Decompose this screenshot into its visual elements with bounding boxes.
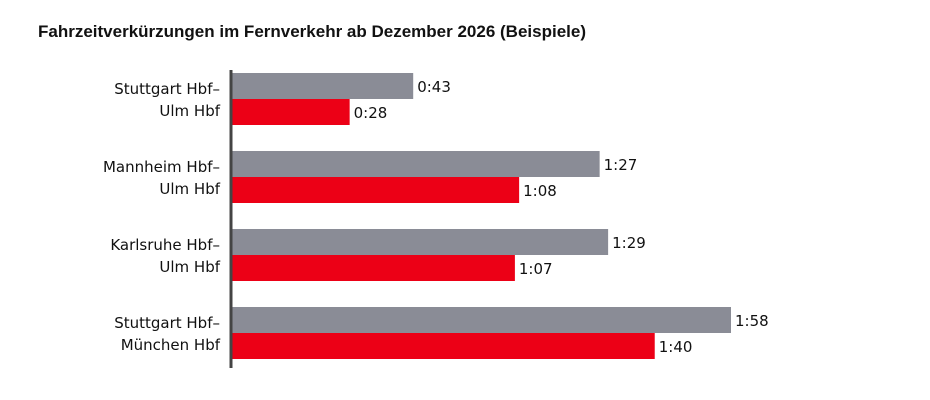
- chart-title: Fahrzeitverkürzungen im Fernverkehr ab D…: [38, 22, 586, 41]
- bar-after-1: [231, 177, 520, 203]
- bar-before-3: [231, 307, 731, 333]
- category-label-2-line-0: Karlsruhe Hbf–: [110, 236, 220, 254]
- bar-after-2: [231, 255, 515, 281]
- bar-before-2: [231, 229, 609, 255]
- category-label-0-line-0: Stuttgart Hbf–: [114, 80, 220, 98]
- bar-after-0: [231, 99, 350, 125]
- value-label-before-0: 0:43: [417, 78, 451, 96]
- value-label-after-3: 1:40: [659, 338, 693, 356]
- labels-layer: 0:43 0:28 Stuttgart Hbf– Ulm Hbf 1:27 1:08 Man…: [103, 78, 769, 356]
- category-label-1-line-1: Ulm Hbf: [159, 180, 220, 198]
- category-label-1-line-0: Mannheim Hbf–: [103, 158, 220, 176]
- bars-layer: [231, 73, 731, 359]
- bar-before-0: [231, 73, 414, 99]
- bar-after-3: [231, 333, 655, 359]
- category-label-2-line-1: Ulm Hbf: [159, 258, 220, 276]
- category-label-3-line-0: Stuttgart Hbf–: [114, 314, 220, 332]
- category-label-3-line-1: München Hbf: [121, 336, 221, 354]
- value-label-before-3: 1:58: [735, 312, 769, 330]
- value-label-after-1: 1:08: [523, 182, 557, 200]
- value-label-before-1: 1:27: [604, 156, 638, 174]
- bar-before-1: [231, 151, 600, 177]
- value-label-after-2: 1:07: [519, 260, 553, 278]
- category-label-0-line-1: Ulm Hbf: [159, 102, 220, 120]
- value-label-after-0: 0:28: [354, 104, 388, 122]
- value-label-before-2: 1:29: [612, 234, 646, 252]
